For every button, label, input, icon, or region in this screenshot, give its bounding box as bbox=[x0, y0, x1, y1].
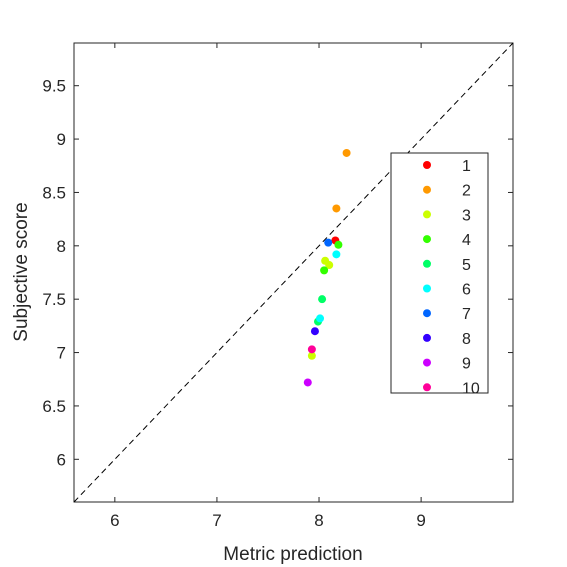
legend-label: 1 bbox=[462, 158, 471, 175]
legend-items: 1 2 3 4 5 6 7 8 9 10 bbox=[423, 158, 480, 397]
legend-marker-6 bbox=[423, 284, 431, 293]
x-tick-label: 8 bbox=[314, 511, 323, 530]
y-tick-label: 7.5 bbox=[42, 290, 66, 309]
legend-marker-2 bbox=[423, 185, 431, 194]
y-tick-label: 7 bbox=[57, 344, 66, 363]
legend-label: 6 bbox=[462, 282, 471, 299]
legend-marker-3 bbox=[423, 210, 431, 219]
legend-marker-1 bbox=[423, 161, 431, 169]
data-point-series-6 bbox=[316, 314, 325, 323]
data-point-series-8 bbox=[310, 327, 319, 336]
legend-marker-7 bbox=[423, 309, 431, 318]
legend: 1 2 3 4 5 6 7 8 9 10 bbox=[390, 152, 489, 397]
identity-reference-line bbox=[73, 42, 514, 503]
reference-line-layer bbox=[73, 42, 514, 503]
legend-marker-10 bbox=[423, 383, 431, 392]
data-point-series-9 bbox=[303, 378, 312, 387]
legend-label: 4 bbox=[462, 232, 471, 249]
data-point-series-3 bbox=[321, 256, 330, 265]
legend-label: 3 bbox=[462, 207, 471, 224]
data-point-series-4 bbox=[334, 240, 343, 249]
data-point-series-2 bbox=[332, 204, 341, 213]
data-point-series-5 bbox=[318, 295, 327, 304]
legend-marker-5 bbox=[423, 259, 431, 268]
y-tick-label: 6.5 bbox=[42, 397, 66, 416]
y-tick-label: 8.5 bbox=[42, 183, 66, 202]
data-point-series-7 bbox=[324, 238, 333, 247]
legend-marker-8 bbox=[423, 333, 431, 342]
legend-label: 7 bbox=[462, 306, 471, 323]
data-points-layer bbox=[303, 148, 351, 387]
x-tick-label: 9 bbox=[416, 511, 425, 530]
legend-label: 2 bbox=[462, 183, 471, 200]
legend-label: 9 bbox=[462, 356, 471, 373]
y-tick-label: 8 bbox=[57, 237, 66, 256]
y-tick-label: 6 bbox=[57, 450, 66, 469]
y-axis-label: Subjective score bbox=[11, 202, 32, 341]
ticks-layer: 6 7 8 9 6 6.5 7 7.5 8 8.5 9 9.5 bbox=[42, 43, 513, 530]
legend-label: 5 bbox=[462, 257, 471, 274]
data-point-series-6 bbox=[332, 250, 341, 259]
data-point-series-3 bbox=[307, 351, 316, 360]
legend-marker-9 bbox=[423, 358, 431, 367]
data-point-series-4 bbox=[320, 266, 329, 275]
y-tick-label: 9 bbox=[57, 130, 66, 149]
data-point-series-10 bbox=[307, 345, 316, 354]
legend-box bbox=[390, 152, 489, 394]
x-tick-label: 6 bbox=[110, 511, 119, 530]
y-tick-label: 9.5 bbox=[42, 77, 66, 96]
legend-marker-4 bbox=[423, 235, 431, 244]
legend-label: 10 bbox=[462, 380, 480, 397]
legend-label: 8 bbox=[462, 331, 471, 348]
data-point-series-2 bbox=[342, 148, 351, 157]
x-axis-label: Metric prediction bbox=[223, 544, 362, 565]
x-tick-label: 7 bbox=[212, 511, 221, 530]
